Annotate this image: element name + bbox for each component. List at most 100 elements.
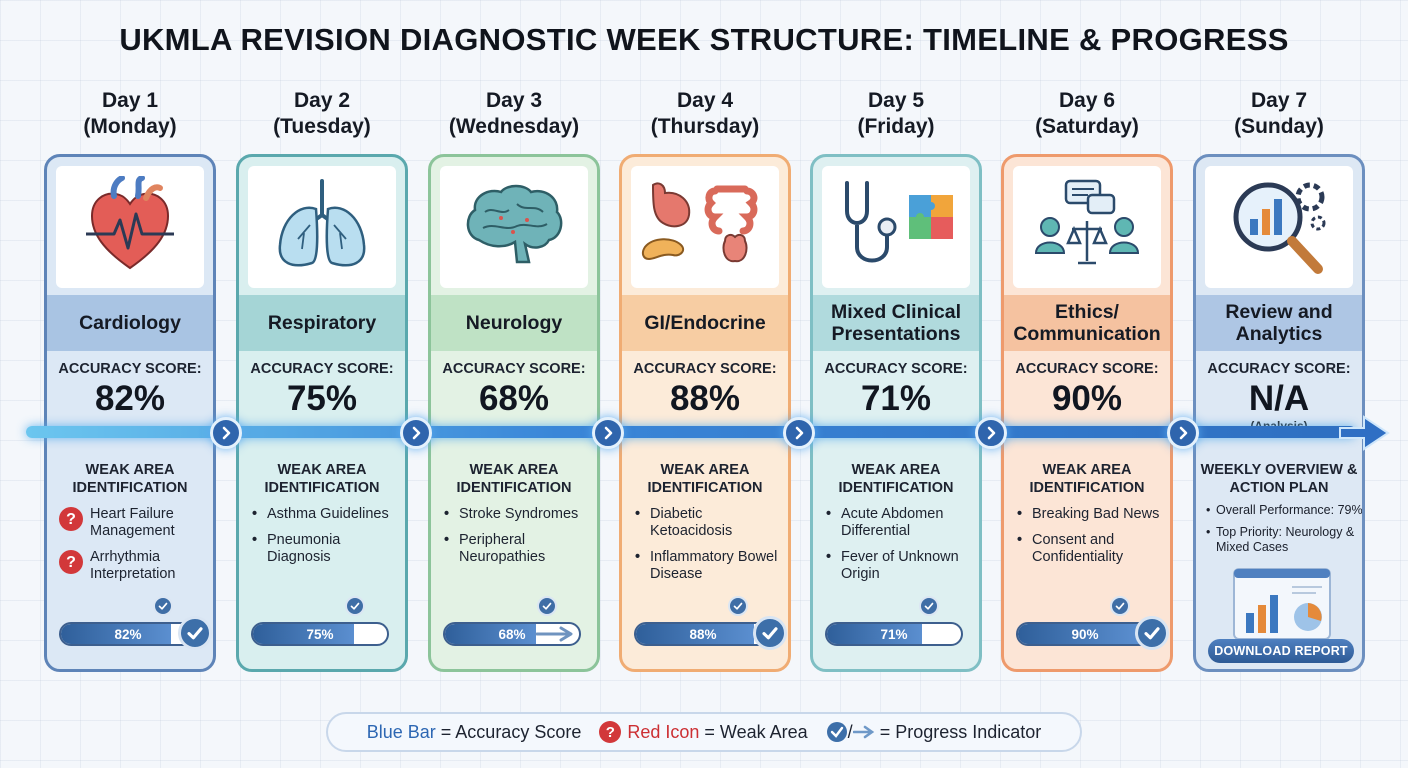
weak-area-item: Asthma Guidelines — [249, 506, 405, 523]
day-header: Day 1 (Monday) — [44, 88, 216, 140]
subject-title: Ethics/ Communication — [1004, 295, 1170, 351]
day-label: Day 7 — [1250, 89, 1308, 112]
brain-icon — [461, 182, 567, 273]
progress-label: 90% — [1071, 626, 1099, 642]
accuracy-label: ACCURACY SCORE: — [824, 361, 968, 377]
weak-area-item: Diabetic Ketoacidosis — [632, 506, 788, 540]
weak-area-text: Heart Failure Management — [90, 506, 175, 539]
download-report-button[interactable]: DOWNLOAD REPORT — [1208, 639, 1354, 663]
arrow-icon — [535, 626, 573, 642]
chevron-right-icon — [975, 417, 1007, 449]
day-label: Day 2 — [293, 89, 351, 112]
accuracy-progress-bar: 88% — [634, 622, 772, 646]
day-header: Day 2 (Tuesday) — [236, 88, 408, 140]
day-header: Day 5 (Friday) — [810, 88, 982, 140]
overview-item: Top Priority: Neurology & Mixed Cases — [1204, 525, 1362, 555]
day-label: Day 5 — [867, 89, 925, 112]
accuracy-value: 68% — [478, 379, 550, 418]
accuracy-label: ACCURACY SCORE: — [633, 361, 777, 377]
accuracy-progress-bar: 68% — [443, 622, 581, 646]
day-label: Day 3 — [485, 89, 543, 112]
weak-area-item: ? Arrhythmia Interpretation — [57, 549, 213, 583]
weak-area-item: Inflammatory Bowel Disease — [632, 549, 788, 583]
weak-area-item: Acute Abdomen Differential — [823, 506, 979, 540]
weak-area-item: ? Heart Failure Management — [57, 506, 213, 540]
question-icon: ? — [59, 507, 83, 531]
subject-illustration — [631, 166, 779, 288]
progress-label: 68% — [498, 626, 526, 642]
accuracy-label: ACCURACY SCORE: — [250, 361, 394, 377]
question-icon: ? — [599, 721, 622, 743]
weak-area-item: Breaking Bad News — [1014, 506, 1170, 523]
weak-area-title: WEAK AREA IDENTIFICATION — [838, 462, 954, 496]
legend-blue-desc: = Accuracy Score — [440, 721, 582, 742]
legend-weak: ? Red Icon = Weak Area — [599, 721, 808, 743]
accuracy-label: ACCURACY SCORE: — [1015, 361, 1159, 377]
accuracy-progress-bar: 90% — [1016, 622, 1154, 646]
check-icon — [153, 596, 173, 616]
page-title: UKMLA REVISION DIAGNOSTIC WEEK STRUCTURE… — [119, 22, 1289, 57]
accuracy-value: 75% — [286, 379, 358, 418]
weak-area-title: WEAK AREA IDENTIFICATION — [72, 462, 188, 496]
weak-area-list: Acute Abdomen Differential Fever of Unkno… — [823, 506, 979, 592]
report-chart-icon — [1233, 568, 1331, 640]
accuracy-value: 71% — [860, 379, 932, 418]
day-label: Day 1 — [101, 89, 159, 112]
progress-fill — [61, 624, 171, 644]
weekday-label: (Thursday) — [650, 115, 760, 138]
overview-list: Overall Performance: 79% Top Priority: Ne… — [1204, 503, 1362, 562]
legend-progress: / = Progress Indicator — [826, 721, 1042, 743]
check-icon — [826, 722, 847, 742]
progress-fill — [827, 624, 923, 644]
day-card: Mixed Clinical Presentations ACCURACY SC… — [810, 154, 982, 672]
weak-area-item: Peripheral Neuropathies — [441, 532, 597, 566]
day-card: Respiratory ACCURACY SCORE: 75% WEAK ARE… — [236, 154, 408, 672]
weekday-label: (Wednesday) — [448, 115, 580, 138]
subject-illustration — [56, 166, 204, 288]
progress-label: 88% — [689, 626, 717, 642]
day-card: Ethics/ Communication ACCURACY SCORE: 90… — [1001, 154, 1173, 672]
check-icon — [753, 616, 787, 650]
weekday-label: (Tuesday) — [273, 115, 371, 138]
weekday-label: (Monday) — [83, 115, 177, 138]
overview-title: WEEKLY OVERVIEW & ACTION PLAN — [1200, 462, 1358, 496]
subject-title: Respiratory — [239, 295, 405, 351]
lungs-icon — [272, 175, 372, 280]
day-card: Cardiology ACCURACY SCORE: 82% WEAK AREA… — [44, 154, 216, 672]
accuracy-progress-bar: 82% — [59, 622, 197, 646]
weak-area-list: Asthma Guidelines Pneumonia Diagnosis — [249, 506, 405, 575]
timeline-bar — [26, 426, 1356, 438]
subject-illustration — [248, 166, 396, 288]
subject-illustration — [1205, 166, 1353, 288]
day-header: Day 4 (Thursday) — [619, 88, 791, 140]
progress-fill — [1018, 624, 1139, 644]
legend-blue-term: Blue Bar — [366, 721, 436, 742]
day-label: Day 6 — [1058, 89, 1116, 112]
analytics-magnifier-icon — [1226, 173, 1332, 282]
check-icon — [178, 616, 212, 650]
accuracy-value: 88% — [669, 379, 741, 418]
legend-progress-desc: = Progress Indicator — [879, 721, 1042, 742]
accuracy-label: ACCURACY SCORE: — [1207, 361, 1351, 377]
subject-title: Cardiology — [47, 295, 213, 351]
legend: Blue Bar = Accuracy Score ? Red Icon = W… — [326, 712, 1082, 752]
chevron-right-icon — [783, 417, 815, 449]
check-icon — [919, 596, 939, 616]
overview-item: Overall Performance: 79% — [1204, 503, 1362, 518]
review-card: Review and Analytics ACCURACY SCORE: N/A… — [1193, 154, 1365, 672]
weekday-label: (Sunday) — [1234, 115, 1324, 138]
accuracy-label: ACCURACY SCORE: — [442, 361, 586, 377]
progress-fill — [253, 624, 354, 644]
day-header: Day 7 (Sunday) — [1193, 88, 1365, 140]
weak-area-title: WEAK AREA IDENTIFICATION — [456, 462, 572, 496]
legend-red-desc: = Weak Area — [704, 721, 808, 742]
progress-label: 82% — [114, 626, 142, 642]
weak-area-title: WEAK AREA IDENTIFICATION — [647, 462, 763, 496]
weak-area-title: WEAK AREA IDENTIFICATION — [1029, 462, 1145, 496]
weekday-label: (Friday) — [857, 115, 935, 138]
subject-illustration — [1013, 166, 1161, 288]
weak-area-item: Consent and Confidentiality — [1014, 532, 1170, 566]
digestive-organs-icon — [639, 175, 771, 280]
day-card: Neurology ACCURACY SCORE: 68% WEAK AREA … — [428, 154, 600, 672]
weak-area-text: Arrhythmia Interpretation — [90, 549, 176, 582]
